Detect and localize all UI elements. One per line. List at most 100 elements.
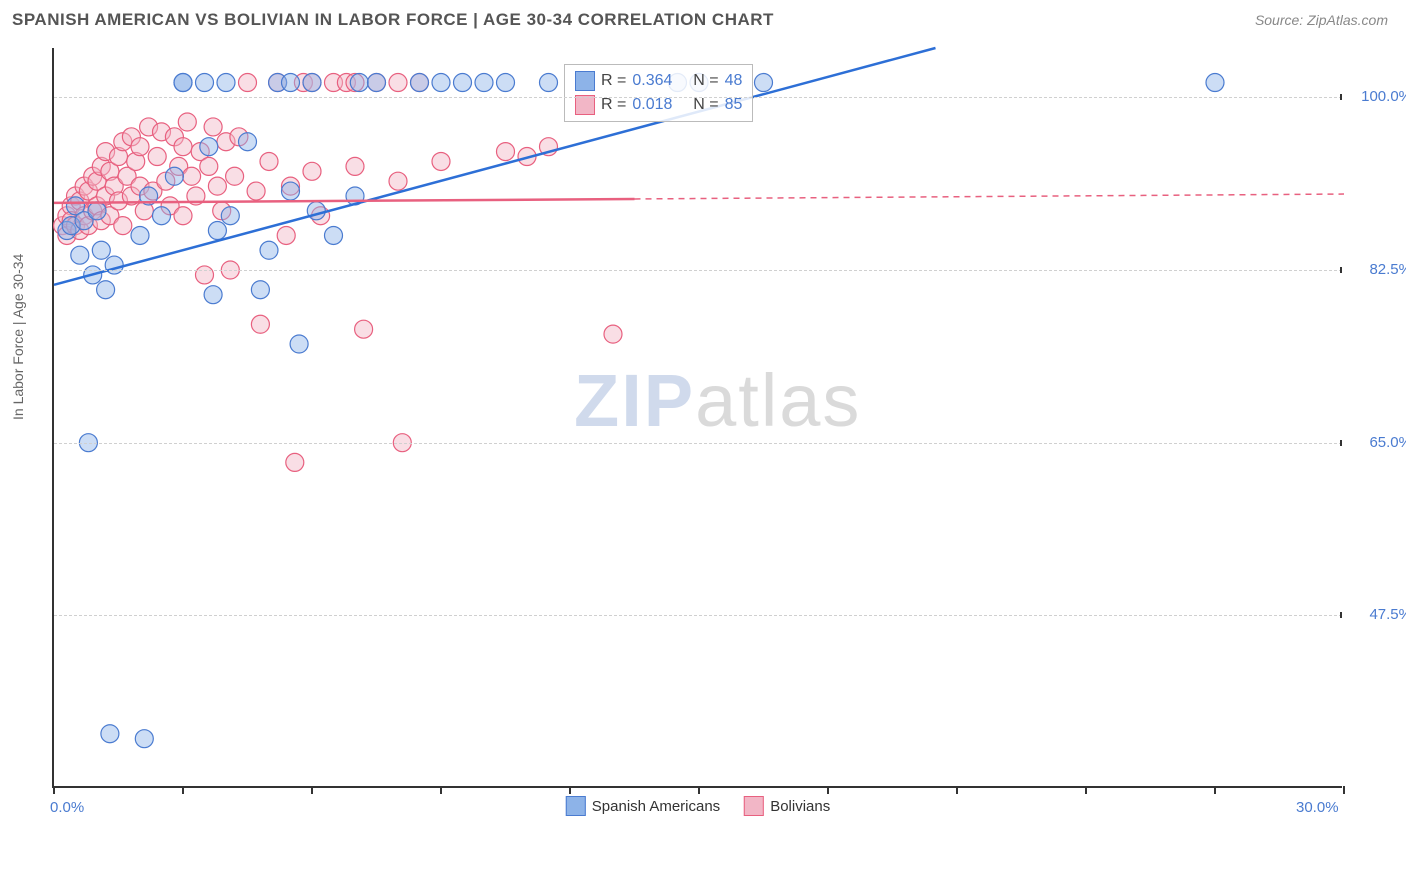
- scatter-point: [92, 241, 110, 259]
- ytick-mark: [1340, 612, 1342, 618]
- scatter-point: [174, 207, 192, 225]
- scatter-point: [346, 157, 364, 175]
- scatter-point: [389, 74, 407, 92]
- scatter-point: [153, 207, 171, 225]
- scatter-point: [497, 74, 515, 92]
- xtick-mark: [569, 786, 571, 794]
- ytick-mark: [1340, 94, 1342, 100]
- scatter-point: [282, 74, 300, 92]
- xtick-mark: [698, 786, 700, 794]
- legend-item-bolivian: Bolivians: [744, 796, 830, 816]
- scatter-point: [200, 138, 218, 156]
- r-value-spanish: 0.364: [632, 69, 672, 93]
- scatter-point: [303, 162, 321, 180]
- scatter-point: [204, 286, 222, 304]
- ytick-label: 82.5%: [1369, 261, 1406, 278]
- legend-item-spanish: Spanish Americans: [566, 796, 720, 816]
- stats-legend: R = 0.364 N = 48 R = 0.018 N = 85: [564, 64, 753, 122]
- scatter-point: [183, 167, 201, 185]
- scatter-point: [71, 246, 89, 264]
- scatter-point: [540, 74, 558, 92]
- ytick-mark: [1340, 267, 1342, 273]
- scatter-point: [277, 226, 295, 244]
- scatter-point: [247, 182, 265, 200]
- scatter-point: [114, 217, 132, 235]
- scatter-point: [217, 74, 235, 92]
- scatter-point: [355, 320, 373, 338]
- swatch-spanish-2: [566, 796, 586, 816]
- scatter-point: [290, 335, 308, 353]
- scatter-point: [368, 74, 386, 92]
- scatter-point: [325, 226, 343, 244]
- trendline-bolivian-dashed: [635, 194, 1345, 199]
- scatter-point: [251, 315, 269, 333]
- xtick-mark: [1085, 786, 1087, 794]
- source-label: Source: ZipAtlas.com: [1255, 12, 1388, 28]
- scatter-point: [204, 118, 222, 136]
- gridline: [54, 443, 1342, 444]
- chart-plot-area: ZIPatlas R = 0.364 N = 48 R = 0.018 N = …: [52, 48, 1342, 788]
- xtick-mark: [827, 786, 829, 794]
- scatter-point: [200, 157, 218, 175]
- series-legend: Spanish Americans Bolivians: [566, 796, 830, 816]
- scatter-point: [131, 138, 149, 156]
- gridline: [54, 97, 1342, 98]
- scatter-point: [196, 74, 214, 92]
- n-label: N =: [693, 69, 718, 93]
- scatter-point: [1206, 74, 1224, 92]
- n-value-spanish: 48: [725, 69, 743, 93]
- xtick-mark: [440, 786, 442, 794]
- xtick-mark: [1214, 786, 1216, 794]
- scatter-point: [475, 74, 493, 92]
- scatter-point: [239, 74, 257, 92]
- xtick-mark: [1343, 786, 1345, 794]
- scatter-point: [221, 207, 239, 225]
- scatter-point: [251, 281, 269, 299]
- r-label: R =: [601, 69, 626, 93]
- ytick-label: 65.0%: [1369, 434, 1406, 451]
- xtick-mark: [956, 786, 958, 794]
- scatter-point: [432, 152, 450, 170]
- scatter-plot-svg: [54, 48, 1342, 786]
- scatter-point: [350, 74, 368, 92]
- scatter-point: [454, 74, 472, 92]
- scatter-point: [260, 241, 278, 259]
- chart-title: SPANISH AMERICAN VS BOLIVIAN IN LABOR FO…: [12, 10, 774, 30]
- scatter-point: [411, 74, 429, 92]
- ytick-mark: [1340, 440, 1342, 446]
- scatter-point: [131, 226, 149, 244]
- gridline: [54, 270, 1342, 271]
- xtick-label: 0.0%: [50, 799, 84, 816]
- xtick-label: 30.0%: [1296, 799, 1339, 816]
- scatter-point: [260, 152, 278, 170]
- legend-label-bolivian: Bolivians: [770, 798, 830, 815]
- scatter-point: [174, 74, 192, 92]
- scatter-point: [208, 177, 226, 195]
- scatter-point: [282, 182, 300, 200]
- scatter-point: [165, 167, 183, 185]
- scatter-point: [432, 74, 450, 92]
- scatter-point: [497, 143, 515, 161]
- scatter-point: [174, 138, 192, 156]
- scatter-point: [208, 222, 226, 240]
- xtick-mark: [311, 786, 313, 794]
- swatch-spanish: [575, 71, 595, 91]
- scatter-point: [755, 74, 773, 92]
- swatch-bolivian-2: [744, 796, 764, 816]
- legend-label-spanish: Spanish Americans: [592, 798, 720, 815]
- scatter-point: [135, 730, 153, 748]
- scatter-point: [604, 325, 622, 343]
- stats-row-spanish: R = 0.364 N = 48: [575, 69, 742, 93]
- scatter-point: [148, 148, 166, 166]
- scatter-point: [88, 202, 106, 220]
- ytick-label: 100.0%: [1361, 88, 1406, 105]
- ytick-label: 47.5%: [1369, 606, 1406, 623]
- scatter-point: [196, 266, 214, 284]
- scatter-point: [239, 133, 257, 151]
- scatter-point: [303, 74, 321, 92]
- scatter-point: [226, 167, 244, 185]
- scatter-point: [101, 725, 119, 743]
- xtick-mark: [182, 786, 184, 794]
- y-axis-label: In Labor Force | Age 30-34: [10, 254, 26, 420]
- gridline: [54, 615, 1342, 616]
